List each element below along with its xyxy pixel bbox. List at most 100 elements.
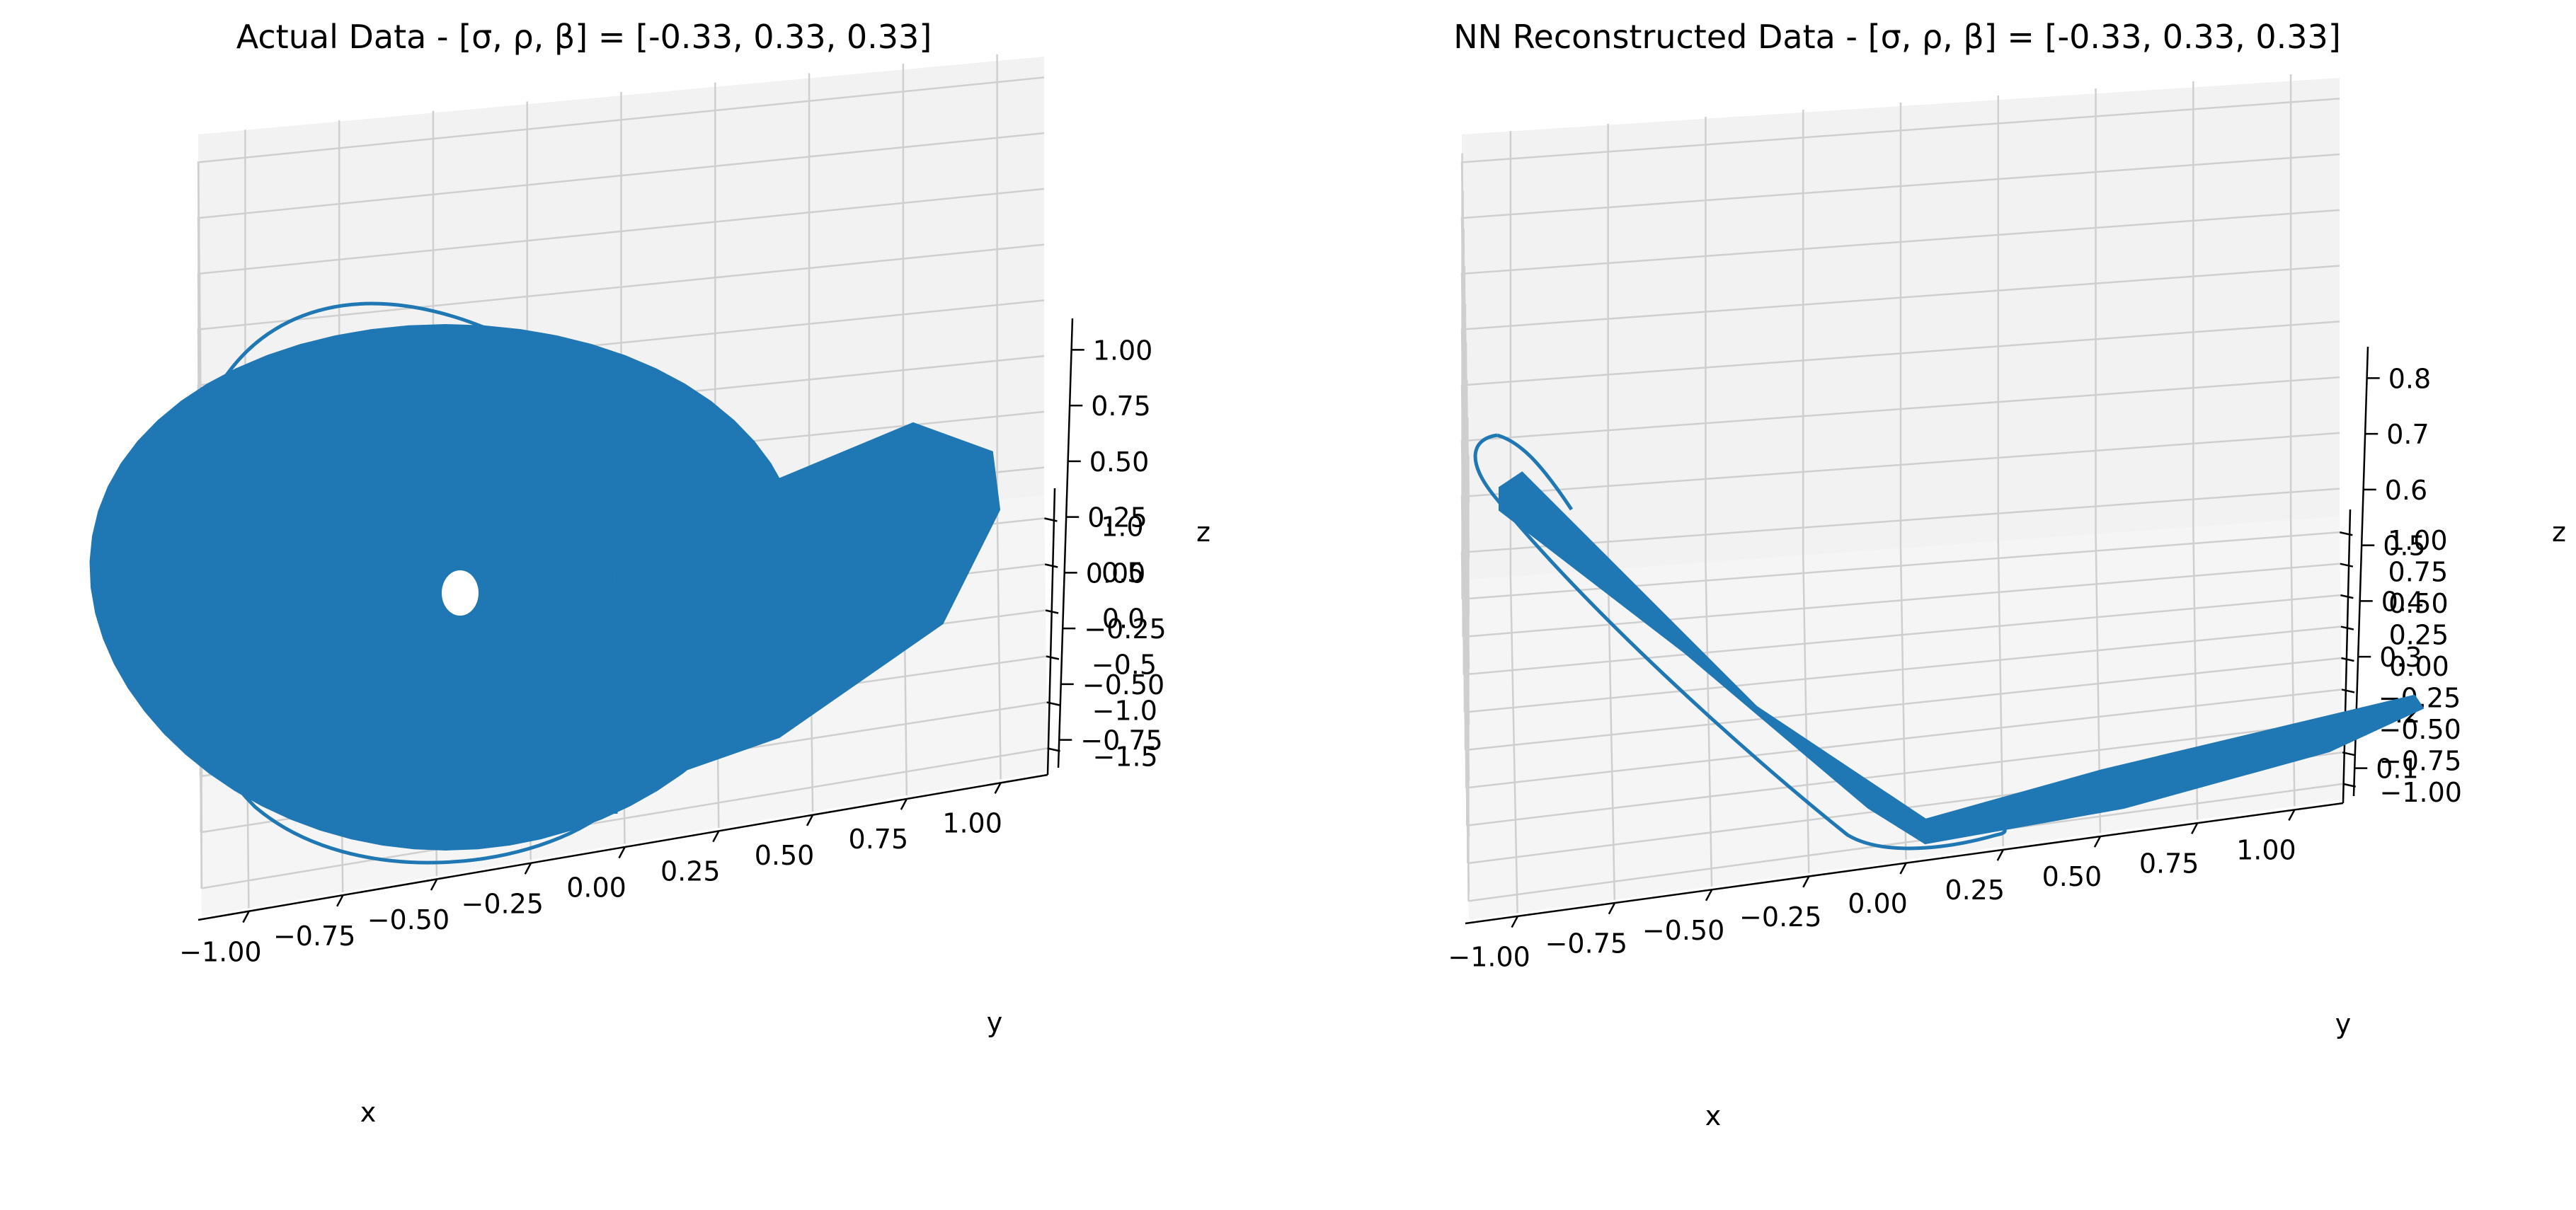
z-axis-label: z (1196, 517, 1210, 548)
z-tick-label: 0.4 (2381, 586, 2424, 617)
x-tick-label: 0.75 (849, 824, 909, 855)
y-tick-mark (1046, 701, 1060, 706)
y-tick-mark (2341, 657, 2354, 662)
x-tick-label: 0.50 (2042, 861, 2102, 892)
attractor-lobe-right (606, 422, 1001, 788)
x-tick-label: −0.25 (461, 888, 543, 919)
x-tick-label: 0.00 (566, 872, 626, 904)
y-axis-label: y (2335, 1008, 2352, 1039)
y-tick-mark (1044, 563, 1058, 568)
x-tick-label: 1.00 (942, 807, 1002, 839)
y-tick-label: −1.0 (1092, 696, 1157, 727)
x-tick-label: −0.25 (1739, 901, 1821, 933)
x-tick-mark (1899, 863, 1907, 875)
tick-labels: −1.00−0.75−0.50−0.250.000.250.500.751.00… (179, 335, 1167, 967)
z-tick-label: 1.00 (1093, 335, 1153, 366)
x-tick-mark (2288, 809, 2296, 822)
x-tick-label: −1.00 (179, 937, 261, 968)
x-tick-label: 0.50 (755, 840, 815, 871)
y-tick-label: 1.00 (2388, 525, 2448, 556)
y-tick-mark (2342, 783, 2356, 788)
chart-title: Actual Data - [σ, ρ, β] = [-0.33, 0.33, … (236, 18, 932, 56)
pane-floor (1462, 517, 2343, 920)
y-tick-label: 0.50 (2388, 588, 2449, 619)
outer-trajectory-loop (168, 423, 614, 865)
outer-trajectory-loop (172, 301, 642, 846)
outer-trajectory-loop (1473, 433, 2007, 851)
y-tick-label: −0.75 (2379, 745, 2461, 776)
z-tick-label: 0.5 (2383, 531, 2425, 562)
nn-reconstructed-chart: NN Reconstructed Data - [σ, ρ, β] = [-0.… (1288, 0, 2576, 1210)
y-tick-mark (2340, 594, 2354, 599)
z-tick-label: 0.25 (1087, 502, 1147, 534)
x-tick-mark (806, 814, 814, 826)
x-tick-label: −0.75 (273, 921, 355, 952)
x-tick-mark (1705, 889, 1713, 901)
actual-data-chart: Actual Data - [σ, ρ, β] = [-0.33, 0.33, … (89, 18, 1210, 1128)
y-tick-mark (1047, 747, 1060, 752)
attractor-hole-rim (437, 566, 483, 620)
x-tick-mark (524, 863, 532, 875)
y-tick-mark (2340, 563, 2354, 567)
x-tick-label: −0.75 (1545, 928, 1627, 960)
x-tick-mark (1996, 849, 2004, 861)
z-tick-label: 0.50 (1089, 446, 1150, 478)
x-tick-mark (2191, 822, 2199, 834)
x-tick-label: −0.50 (1642, 915, 1724, 946)
x-tick-mark (430, 879, 438, 891)
data-series (1473, 433, 2425, 851)
y-tick-label: 0.75 (2388, 557, 2449, 588)
x-tick-mark (1511, 916, 1518, 928)
actual-data-plot: Actual Data - [σ, ρ, β] = [-0.33, 0.33, … (89, 18, 1210, 1128)
y-tick-mark (2340, 531, 2353, 536)
x-tick-mark (994, 782, 1002, 794)
chart-title: NN Reconstructed Data - [σ, ρ, β] = [-0.… (1453, 18, 2341, 56)
x-tick-label: 1.00 (2236, 834, 2296, 865)
z-tick-label: 0.75 (1091, 391, 1151, 422)
x-axis-label: x (360, 1097, 377, 1128)
x-tick-mark (242, 911, 250, 923)
y-tick-label: −1.00 (2379, 777, 2461, 808)
x-tick-label: −1.00 (1448, 942, 1530, 973)
y-tick-label: 1.0 (1101, 512, 1143, 543)
nn-reconstructed-plot: NN Reconstructed Data - [σ, ρ, β] = [-0.… (1448, 18, 2566, 1131)
x-tick-label: 0.00 (1848, 888, 1908, 919)
y-tick-mark (1046, 655, 1060, 660)
z-axis-label: z (2552, 517, 2566, 548)
x-tick-label: −0.50 (367, 904, 450, 935)
y-tick-label: 0.0 (1102, 604, 1145, 635)
x-axis-label: x (1705, 1100, 1722, 1131)
attractor-hole (442, 570, 479, 616)
y-axis-label: y (987, 1007, 1003, 1038)
z-tick-label: −0.25 (1084, 613, 1166, 645)
z-tick-label: −0.75 (1080, 725, 1162, 756)
x-tick-label: 0.75 (2139, 848, 2199, 879)
x-tick-mark (1802, 876, 1810, 888)
z-tick-label: 0.7 (2386, 419, 2429, 450)
data-series (89, 301, 1001, 865)
x-tick-mark (900, 798, 908, 810)
y-tick-label: −1.5 (1092, 742, 1157, 773)
x-tick-label: 0.25 (660, 856, 721, 887)
z-tick-label: 0.00 (1086, 558, 1146, 589)
y-tick-mark (1044, 517, 1058, 522)
x-tick-mark (618, 846, 626, 859)
y-tick-label: 0.5 (1101, 558, 1144, 589)
y-tick-mark (1045, 609, 1059, 614)
y-tick-label: 0.00 (2389, 651, 2449, 682)
y-tick-label: 0.25 (2389, 620, 2449, 651)
y-tick-mark (2340, 626, 2354, 630)
z-tick-label: 0.8 (2388, 363, 2431, 394)
x-tick-mark (2093, 836, 2102, 848)
x-tick-mark (1608, 903, 1615, 915)
z-tick-label: 0.6 (2385, 475, 2427, 506)
y-tick-mark (2342, 751, 2356, 756)
x-tick-label: 0.25 (1945, 875, 2005, 906)
axis-lines (198, 318, 1084, 923)
outer-trajectory-loop (1496, 433, 1574, 511)
z-tick-label: −0.50 (1082, 669, 1164, 701)
z-tick-label: 0.3 (2379, 642, 2422, 673)
z-tick-label: 0.1 (2376, 754, 2418, 785)
x-tick-mark (712, 831, 720, 843)
